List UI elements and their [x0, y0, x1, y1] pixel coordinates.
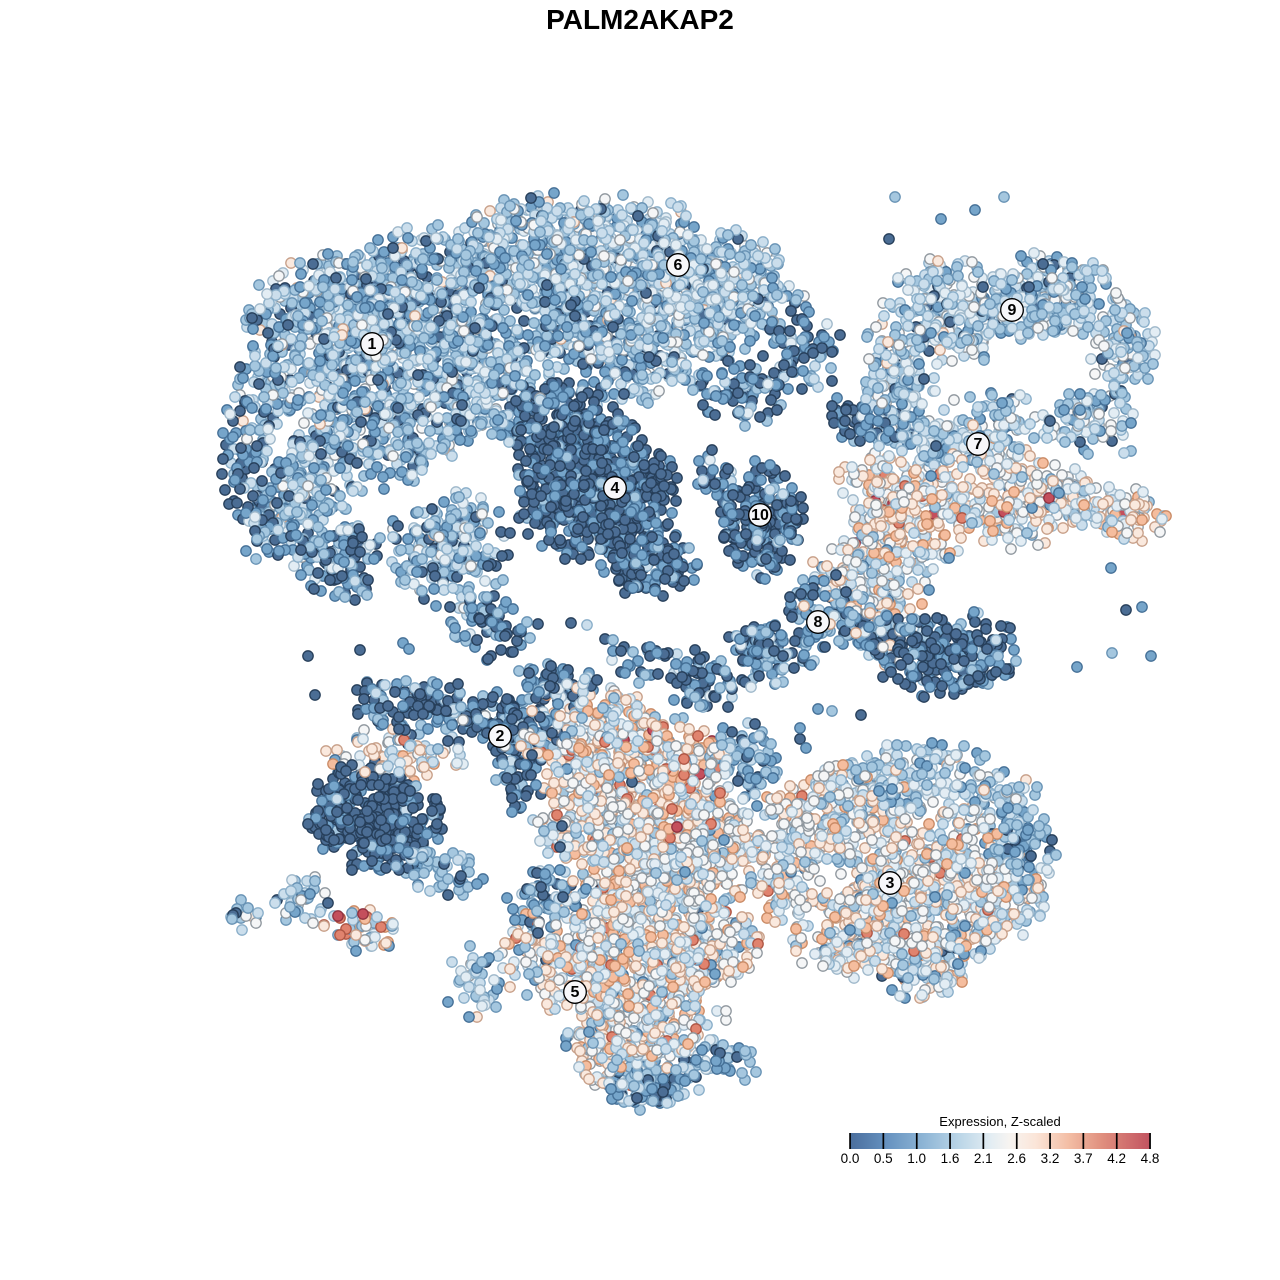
- svg-text:PALM2AKAP2: PALM2AKAP2: [546, 4, 734, 35]
